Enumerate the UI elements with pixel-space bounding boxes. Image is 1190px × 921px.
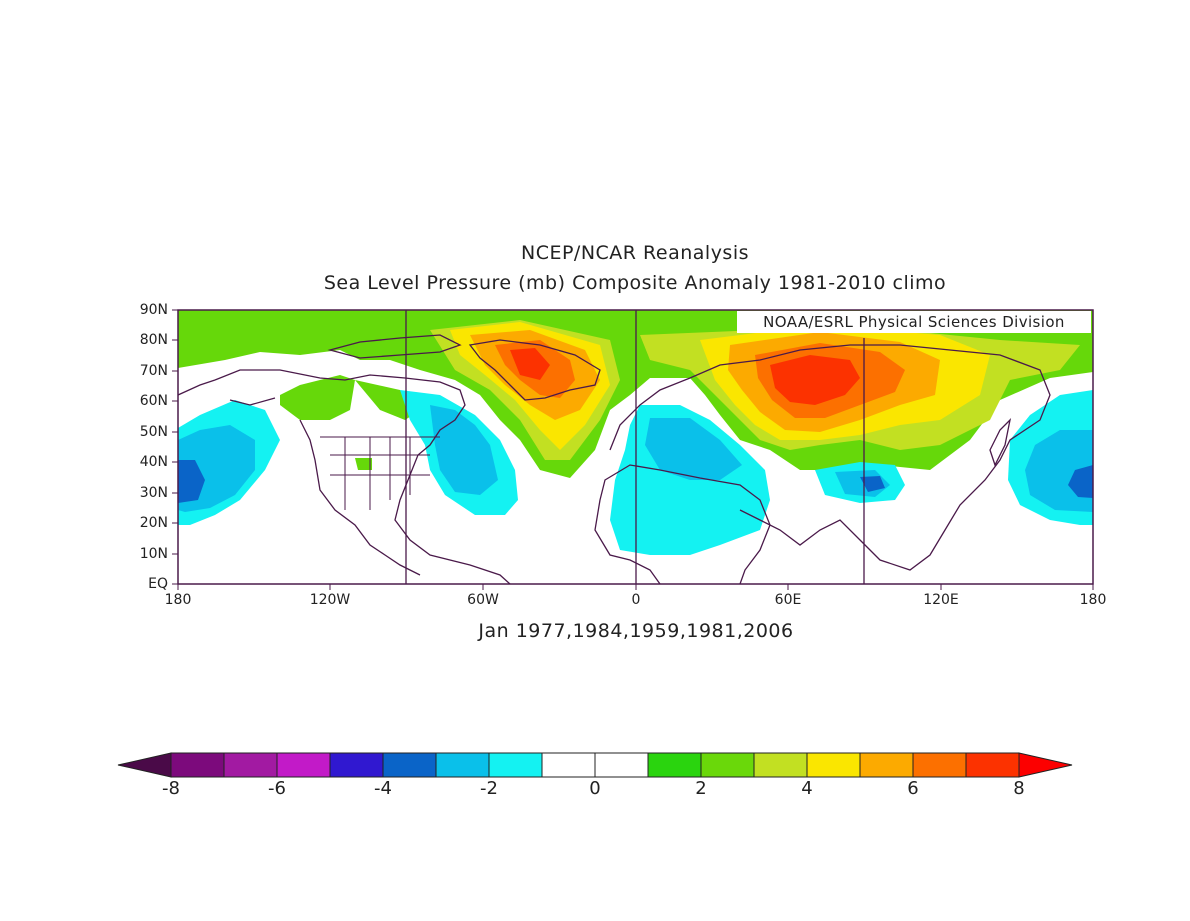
light-blue-europe xyxy=(645,418,742,480)
blue-tibet xyxy=(860,476,885,492)
positive-anomaly-band-canada xyxy=(355,380,420,420)
coast-europe-asia xyxy=(609,344,1051,571)
colorbar-label-8: 8 xyxy=(1013,778,1025,799)
x-label-60e: 60E xyxy=(774,592,802,608)
coast-north-america xyxy=(214,369,511,585)
red-greenland xyxy=(510,348,550,380)
y-label-90n: 90N xyxy=(139,302,168,318)
coast-alaska-aleutians xyxy=(177,379,276,406)
positive-anomaly-small-us xyxy=(355,458,372,470)
y-label-50n: 50N xyxy=(139,424,168,440)
colorbar-segment xyxy=(170,752,225,778)
colorbar-segment xyxy=(965,752,1020,778)
meridian-lines xyxy=(405,310,865,584)
colorbar-segment xyxy=(806,752,861,778)
positive-anomaly-band-alaska xyxy=(280,375,355,420)
coast-greenland xyxy=(468,339,601,401)
map-subtitle: Jan 1977,1984,1959,1981,2006 xyxy=(478,620,794,642)
colorbar-label-neg6: -6 xyxy=(268,778,286,799)
blue-pacific-west xyxy=(178,460,205,503)
colorbar-segment xyxy=(647,752,702,778)
us-borders xyxy=(320,436,440,510)
colorbar xyxy=(117,752,1073,778)
y-ticks xyxy=(172,309,178,585)
colorbar-segment xyxy=(859,752,914,778)
y-label-10n: 10N xyxy=(139,546,168,562)
light-blue-atlantic xyxy=(430,405,498,495)
colorbar-segment xyxy=(700,752,755,778)
x-label-120e: 120E xyxy=(923,592,959,608)
colorbar-label-2: 2 xyxy=(695,778,707,799)
coast-africa xyxy=(594,464,771,585)
colorbar-label-6: 6 xyxy=(907,778,919,799)
red-siberia xyxy=(770,355,860,405)
x-label-120w: 120W xyxy=(309,592,351,608)
colorbar-label-4: 4 xyxy=(801,778,813,799)
colorbar-segment xyxy=(541,752,596,778)
x-label-0: 0 xyxy=(631,592,641,608)
y-label-60n: 60N xyxy=(139,393,168,409)
blue-pacific-east xyxy=(1068,465,1093,498)
chart-title-line-2: Sea Level Pressure (mb) Composite Anomal… xyxy=(323,272,947,294)
y-label-40n: 40N xyxy=(139,454,168,470)
coast-japan xyxy=(989,418,1012,467)
x-label-180-east: 180 xyxy=(1079,592,1107,608)
colorbar-segment xyxy=(753,752,808,778)
colorbar-segment xyxy=(382,752,437,778)
colorbar-high-arrow xyxy=(1018,752,1073,778)
y-label-70n: 70N xyxy=(139,363,168,379)
x-ticks xyxy=(177,584,1094,590)
y-label-80n: 80N xyxy=(139,332,168,348)
colorbar-segment xyxy=(435,752,490,778)
colorbar-label-0: 0 xyxy=(589,778,601,799)
colorbar-segment xyxy=(223,752,278,778)
x-label-60w: 60W xyxy=(467,592,499,608)
y-label-eq: EQ xyxy=(148,576,168,592)
credit-label: NOAA/ESRL Physical Sciences Division xyxy=(737,311,1091,333)
colorbar-segment xyxy=(912,752,967,778)
y-label-20n: 20N xyxy=(139,515,168,531)
colorbar-label-neg4: -4 xyxy=(374,778,392,799)
colorbar-low-arrow xyxy=(117,752,172,778)
colorbar-label-neg2: -2 xyxy=(480,778,498,799)
coast-arctic-islands xyxy=(327,334,462,359)
x-label-180-west: 180 xyxy=(164,592,192,608)
colorbar-segment xyxy=(594,752,649,778)
colorbar-segment xyxy=(329,752,384,778)
y-label-30n: 30N xyxy=(139,485,168,501)
colorbar-segment xyxy=(276,752,331,778)
coastlines xyxy=(177,334,1051,585)
colorbar-label-neg8: -8 xyxy=(162,778,180,799)
colorbar-segment xyxy=(488,752,543,778)
chart-title-line-1: NCEP/NCAR Reanalysis xyxy=(520,242,750,264)
